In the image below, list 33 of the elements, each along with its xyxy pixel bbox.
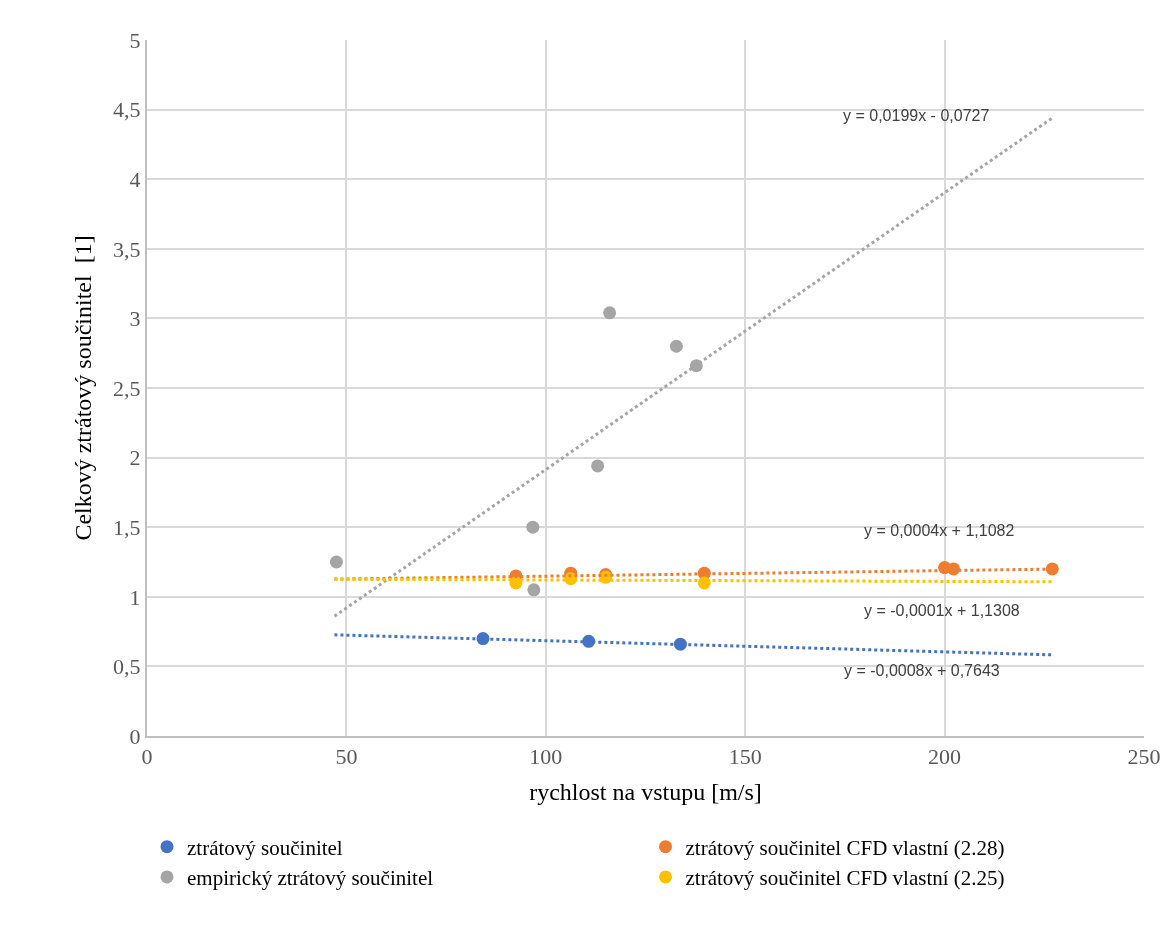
annotation: y = -0,0001x + 1,1308 xyxy=(864,602,1020,619)
annotation: y = -0,0008x + 0,7643 xyxy=(844,662,1000,679)
y-tick-label: 3 xyxy=(129,306,141,332)
x-axis-title: rychlost na vstupu [m/s] xyxy=(529,779,762,806)
legend-label: ztrátový součinitel xyxy=(187,835,343,860)
y-tick-label: 2 xyxy=(129,445,141,471)
x-tick-label: 100 xyxy=(529,744,563,770)
point xyxy=(603,306,617,320)
y-axis-title: Celkový ztrátový součinitel [1] xyxy=(69,235,96,541)
y-tick-label: 1 xyxy=(129,584,141,610)
y-tick-label: 5 xyxy=(129,27,141,53)
annotation: y = 0,0199x - 0,0727 xyxy=(843,107,990,124)
legend-label: empirický ztrátový součinitel xyxy=(187,866,434,891)
legend-label: ztrátový součinitel CFD vlastní (2.25) xyxy=(685,866,1005,891)
y-tick-label: 0,5 xyxy=(113,654,141,680)
point xyxy=(591,459,605,473)
y-tick-label: 0 xyxy=(129,723,141,749)
y-tick-label: 4 xyxy=(129,166,141,192)
y-tick-label: 4,5 xyxy=(113,97,141,123)
x-tick-label: 250 xyxy=(1127,744,1161,770)
x-tick-label: 150 xyxy=(728,744,762,770)
y-tick-label: 1,5 xyxy=(113,514,141,540)
y-tick-label: 3,5 xyxy=(113,236,141,262)
point xyxy=(526,520,540,534)
x-tick-label: 50 xyxy=(335,744,358,770)
legend-label: ztrátový součinitel CFD vlastní (2.28) xyxy=(685,835,1005,860)
annotation: y = 0,0004x + 1,1082 xyxy=(864,522,1015,539)
y-tick-label: 2,5 xyxy=(113,375,141,401)
point xyxy=(527,583,541,597)
x-tick-label: 200 xyxy=(928,744,962,770)
point xyxy=(329,555,343,569)
point xyxy=(669,339,683,353)
point xyxy=(1045,562,1059,576)
